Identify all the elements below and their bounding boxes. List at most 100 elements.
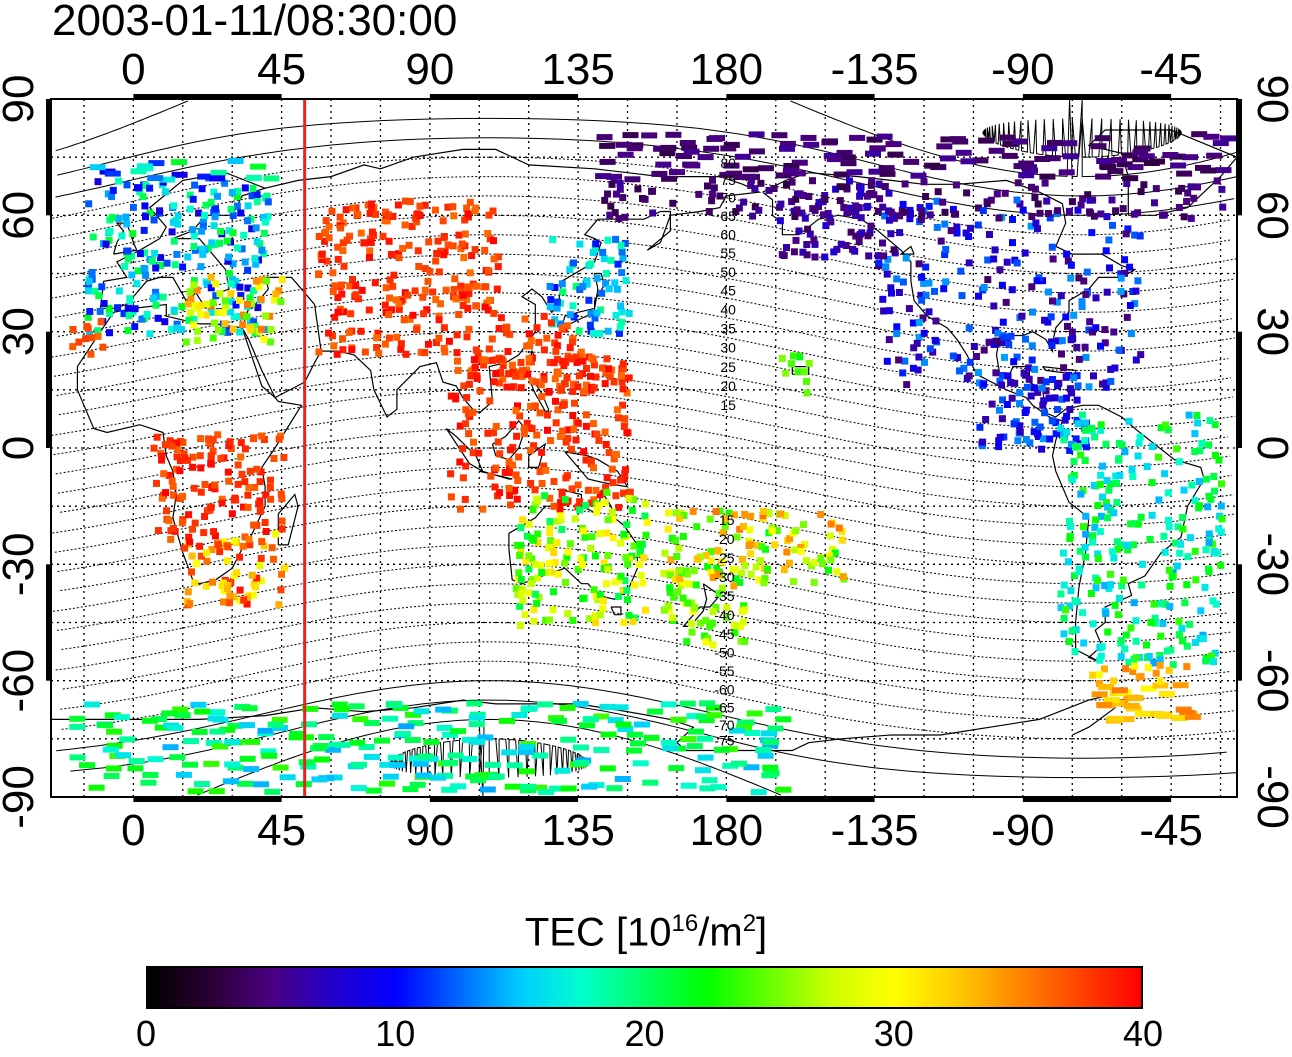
tec-observation — [579, 595, 587, 603]
tec-observation — [413, 708, 430, 715]
tec-observation — [520, 424, 528, 432]
tec-observation — [563, 374, 571, 382]
tec-observation — [227, 205, 235, 213]
tec-observation — [382, 773, 399, 780]
tec-observation — [579, 722, 596, 729]
tec-observation — [208, 788, 225, 795]
tec-observation — [926, 345, 934, 353]
tec-observation — [718, 584, 726, 592]
bottom-longitude-label: -90 — [991, 806, 1055, 855]
tec-observation — [566, 266, 574, 274]
tec-observation — [185, 511, 193, 519]
tec-observation — [211, 532, 219, 540]
tec-observation — [146, 184, 154, 192]
tec-observation — [169, 218, 177, 226]
tec-observation — [1010, 420, 1018, 428]
tec-observation — [220, 538, 228, 546]
tec-observation — [509, 368, 517, 376]
tec-observation — [495, 379, 503, 387]
tec-observation — [85, 287, 92, 295]
tec-observation — [618, 269, 626, 277]
tec-observation — [999, 396, 1007, 404]
tec-observation — [518, 372, 526, 380]
tec-observation — [198, 227, 205, 235]
tec-observation — [134, 267, 142, 275]
tec-observation — [115, 177, 123, 185]
tec-observation — [664, 602, 672, 610]
tec-observation — [599, 364, 606, 372]
tec-observation — [1022, 436, 1030, 443]
tec-observation — [124, 327, 132, 335]
tec-observation — [630, 740, 646, 747]
tec-observation — [505, 469, 513, 476]
tec-observation — [775, 172, 792, 179]
tec-observation — [207, 308, 215, 316]
tec-observation — [461, 756, 478, 762]
tec-observation — [863, 203, 871, 211]
tec-observation — [643, 518, 651, 526]
tec-observation — [679, 579, 687, 587]
tec-observation — [1098, 643, 1106, 651]
tec-observation — [181, 454, 189, 462]
tec-observation — [318, 256, 326, 263]
tec-observation — [540, 462, 548, 470]
geomagnetic-contour — [57, 117, 1237, 197]
tec-observation — [480, 361, 488, 369]
tec-observation — [1156, 661, 1164, 669]
tec-observation — [495, 325, 503, 332]
tec-observation — [1094, 555, 1102, 562]
tec-observation — [471, 246, 479, 254]
tec-observation — [1117, 653, 1125, 661]
tec-observation — [527, 337, 535, 344]
tec-observation — [241, 184, 249, 192]
tec-observation — [368, 204, 376, 212]
tec-observation — [1082, 291, 1090, 298]
tec-observation — [214, 431, 222, 439]
tec-observation — [839, 573, 847, 581]
tec-observation — [1171, 539, 1179, 547]
tec-observation — [792, 527, 800, 535]
tec-observation — [615, 141, 632, 148]
tec-observation — [627, 731, 643, 738]
tec-observation — [1124, 546, 1132, 554]
tec-observation — [325, 746, 341, 753]
tec-observation — [1137, 513, 1145, 521]
tec-observation — [618, 248, 626, 256]
tec-observation — [649, 187, 656, 195]
tec-observation — [826, 532, 834, 540]
tec-observation — [697, 735, 714, 742]
tec-observation — [1180, 213, 1188, 221]
tec-observation — [632, 760, 649, 767]
tec-observation — [385, 311, 393, 318]
tec-observation — [679, 700, 696, 707]
tec-observation — [445, 337, 453, 345]
tec-observation — [395, 300, 403, 308]
tec-observation — [240, 503, 247, 511]
tec-observation — [390, 271, 398, 279]
tec-observation — [1131, 662, 1139, 670]
tec-observation — [469, 449, 477, 457]
tec-observation — [186, 600, 194, 608]
tec-observation — [821, 253, 829, 261]
tec-observation — [533, 431, 541, 439]
tec-observation — [179, 492, 187, 500]
tec-observation — [346, 282, 354, 290]
tec-observation — [558, 488, 566, 496]
tec-observation — [662, 745, 679, 752]
tec-observation — [229, 229, 237, 237]
tec-observation — [170, 306, 178, 314]
tec-observation — [628, 506, 636, 514]
tec-observation — [207, 273, 215, 281]
tec-observation — [1042, 387, 1050, 395]
tec-observation — [351, 761, 367, 768]
tec-observation — [741, 510, 749, 518]
tec-observation — [176, 467, 184, 475]
tec-observation — [482, 283, 490, 291]
tec-observation — [1192, 639, 1199, 646]
tec-observation — [444, 203, 452, 211]
tec-observation — [207, 715, 224, 722]
geomagnetic-latitude-label: 55 — [720, 245, 736, 261]
tec-observation — [413, 218, 421, 226]
tec-observation — [824, 209, 832, 217]
tec-observation — [829, 545, 837, 553]
